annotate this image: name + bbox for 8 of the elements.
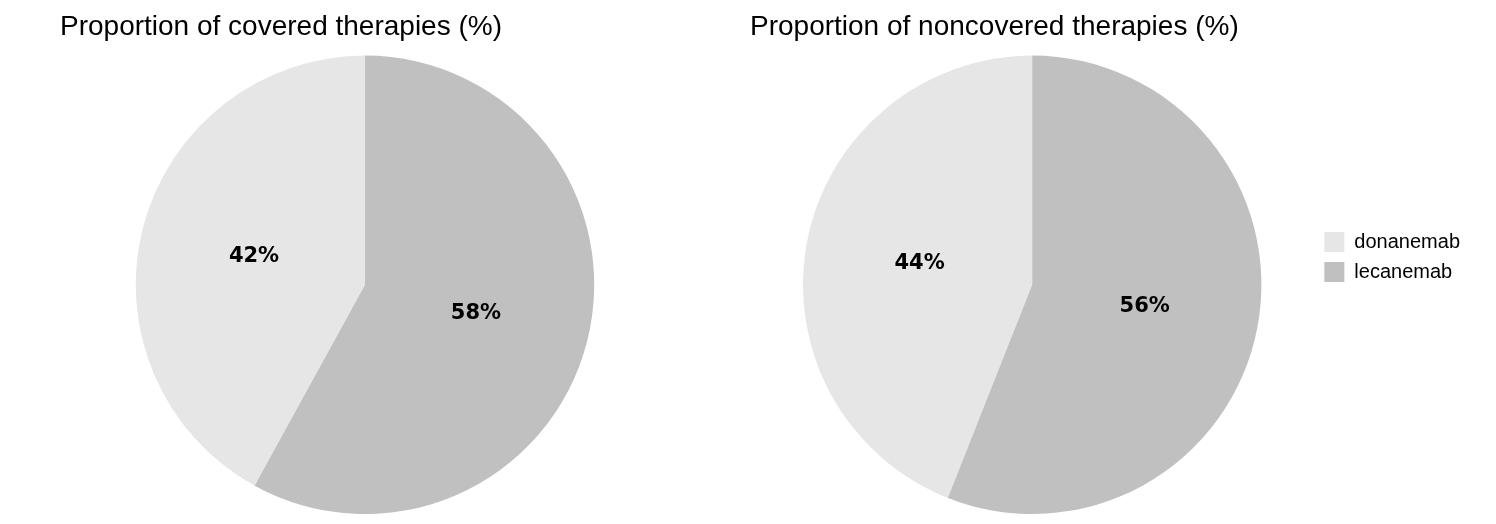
data-label: 58% <box>450 299 502 324</box>
data-label: 44% <box>894 249 945 274</box>
data-label: 42% <box>228 242 280 267</box>
data-label: 56% <box>1119 292 1170 317</box>
chart-title: Proportion of covered therapies (%) <box>60 9 502 41</box>
legend-label: donanemab <box>1354 229 1461 252</box>
legend-label: lecanemab <box>1354 259 1453 282</box>
chart-title: Proportion of noncovered therapies (%) <box>750 9 1239 41</box>
